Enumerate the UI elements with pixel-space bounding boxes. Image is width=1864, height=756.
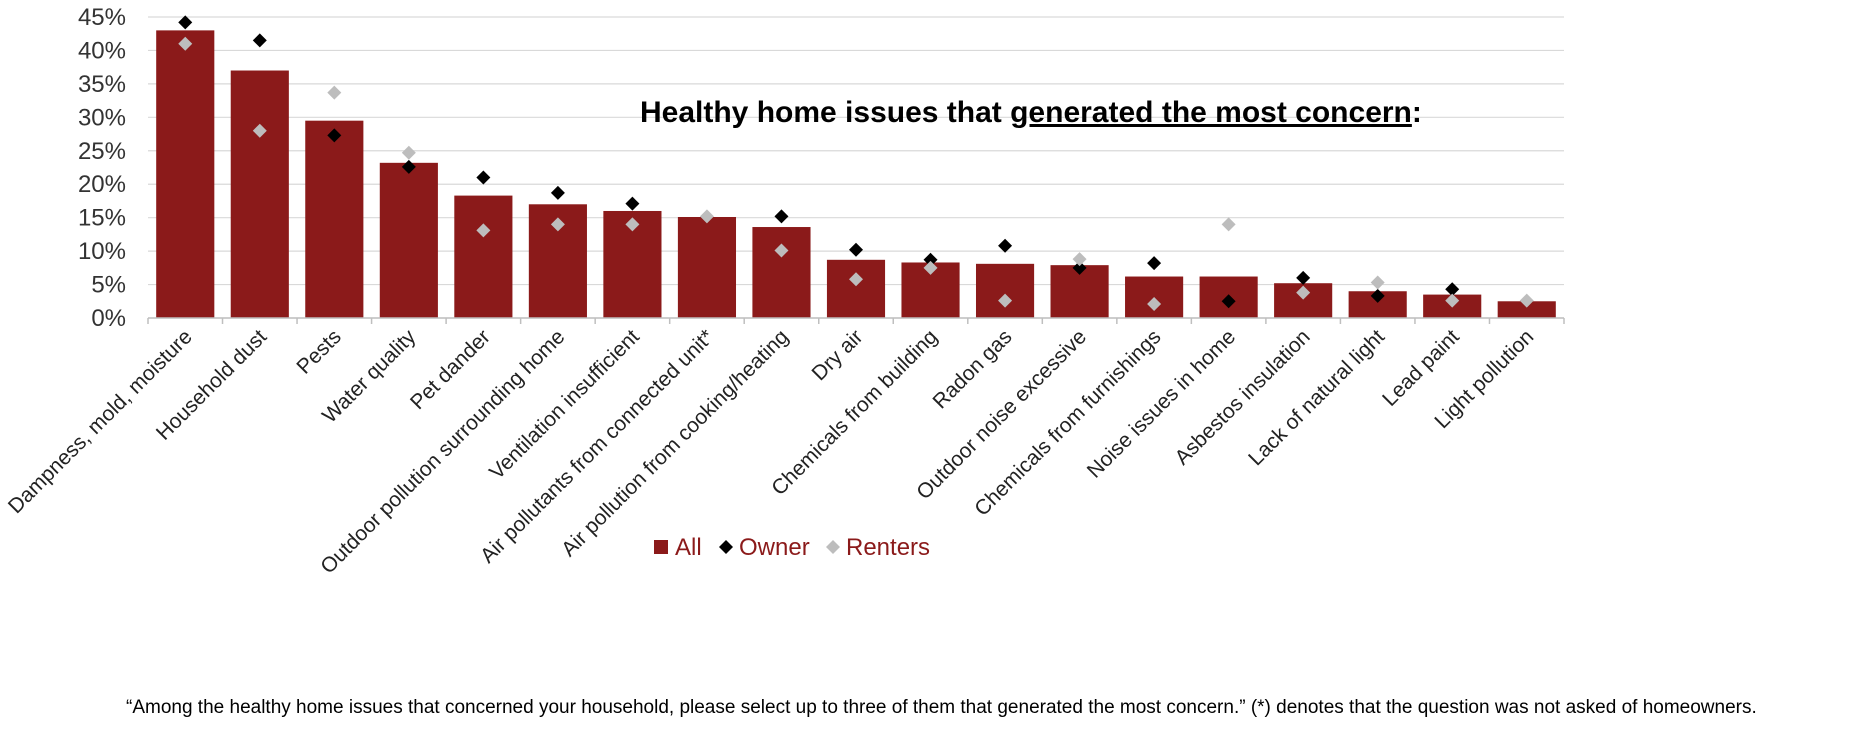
renters-marker [1147, 296, 1162, 311]
y-axis-ticks: 0% 5% 10% 15% 20% 25% 30% 35% 40% 45% [78, 4, 126, 332]
y-tick-label: 25% [78, 138, 126, 165]
bar [156, 30, 215, 318]
category-label: Noise issues in home [1083, 325, 1240, 482]
bar [752, 227, 811, 318]
owner-marker [849, 242, 863, 257]
owner-marker [1147, 256, 1162, 271]
chart-title: Healthy home issues that generated the m… [640, 96, 1422, 130]
category-label: Lack of natural light [1244, 325, 1389, 470]
legend-label-owner: Owner [739, 534, 810, 561]
renters-marker [699, 209, 714, 224]
y-tick-label: 30% [78, 104, 126, 131]
renters-marker [625, 217, 640, 232]
renters-marker [1519, 293, 1534, 308]
renters-marker [1221, 217, 1236, 232]
x-axis [147, 317, 1565, 324]
renters-marker [327, 85, 342, 100]
owner-marker [923, 252, 938, 267]
owner-marker [476, 170, 491, 185]
markers-renters [178, 36, 1534, 311]
y-tick-label: 5% [91, 272, 126, 299]
owner-marker [1221, 294, 1236, 309]
renters-marker [1370, 275, 1385, 290]
legend: All Owner Renters [654, 534, 930, 561]
renters-marker [401, 145, 416, 160]
bar [677, 216, 737, 318]
chart-title-suffix: : [1411, 96, 1422, 129]
y-tick-label: 45% [78, 4, 126, 31]
owner-marker [252, 33, 267, 48]
y-tick-label: 40% [78, 37, 126, 64]
renters-marker [550, 217, 565, 232]
legend-swatch-all [654, 540, 668, 554]
category-label: Dry air [808, 325, 868, 385]
renters-marker [1296, 285, 1311, 300]
owner-marker [178, 15, 193, 30]
owner-marker [327, 128, 342, 143]
bar [379, 162, 438, 318]
owner-marker [1445, 282, 1460, 297]
footnote: “Among the healthy home issues that conc… [126, 697, 1757, 718]
owner-marker [401, 159, 416, 174]
bar [230, 70, 289, 318]
y-tick-label: 20% [78, 171, 126, 198]
renters-marker [849, 272, 863, 287]
legend-label-all: All [675, 534, 702, 561]
bar [975, 263, 1035, 318]
renters-marker [1445, 293, 1460, 308]
bar [1497, 301, 1556, 318]
renters-marker [1072, 252, 1087, 267]
renters-marker [998, 293, 1013, 308]
category-label: Pests [292, 325, 345, 378]
legend-label-renters: Renters [846, 534, 930, 561]
legend-swatch-renters [826, 540, 840, 554]
owner-marker [550, 185, 565, 200]
y-tick-label: 10% [78, 238, 126, 265]
renters-marker [923, 260, 938, 275]
renters-marker [252, 123, 267, 138]
owner-marker [625, 196, 640, 211]
y-tick-label: 35% [78, 71, 126, 98]
renters-marker [774, 243, 789, 258]
y-tick-label: 15% [78, 205, 126, 232]
markers-owner [178, 15, 1460, 309]
bar-chart: 0%5%10%15%20%25%30%35%40%45% Dampness, m… [4, 4, 1565, 578]
owner-marker [1370, 288, 1385, 303]
legend-swatch-owner [719, 540, 733, 554]
y-tick-label: 0% [91, 305, 126, 332]
owner-marker [1296, 270, 1311, 285]
owner-marker [1072, 260, 1087, 275]
renters-marker [476, 223, 491, 238]
bar [826, 259, 886, 318]
category-label: Asbestos insulation [1170, 325, 1314, 469]
renters-marker [178, 36, 193, 51]
bar [454, 195, 513, 318]
category-label: Ventilation insufficient [485, 325, 644, 484]
owner-marker [998, 238, 1013, 253]
chart-title-prefix: Healthy home issues that [640, 96, 1011, 129]
bar [305, 120, 364, 318]
chart-title-underlined: generated the most concern [1010, 96, 1412, 129]
owner-marker [774, 209, 789, 224]
